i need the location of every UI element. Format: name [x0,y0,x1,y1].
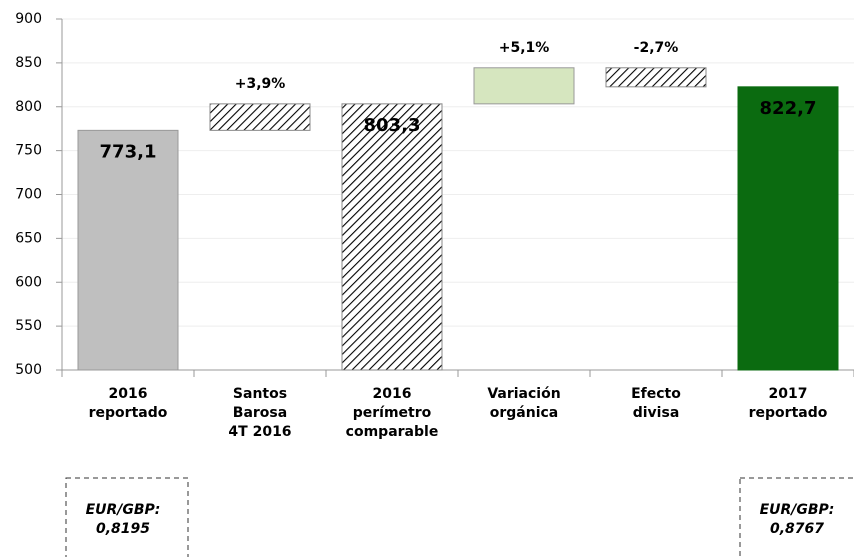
y-tick-label: 750 [15,143,42,159]
note-text: EUR/GBP: [86,502,161,518]
value-label: 803,3 [364,115,421,136]
y-tick-label: 650 [15,230,42,246]
y-tick-label: 850 [15,55,42,71]
x-tick-label: Efecto [631,386,681,402]
x-tick-label: Barosa [233,405,287,421]
value-label: 822,7 [760,98,817,119]
y-tick-label: 800 [15,99,42,115]
note-text: 0,8195 [96,521,150,537]
y-tick-label: 700 [15,187,42,203]
bar [341,103,443,371]
x-tick-label: Santos [233,386,287,402]
bar [473,67,575,105]
x-tick-label: orgánica [490,405,559,421]
x-tick-label: 2016 [373,386,412,402]
x-tick-label: 2017 [769,386,808,402]
y-tick-label: 600 [15,274,42,290]
x-tick-label: divisa [633,405,680,421]
y-tick-label: 550 [15,318,42,334]
y-tick-label: 900 [15,11,42,27]
note-text: EUR/GBP: [760,502,835,518]
change-label: -2,7% [634,40,679,56]
value-label: 773,1 [100,141,157,162]
note-text: 0,8767 [770,521,824,537]
bar [605,67,707,88]
bar [209,103,311,131]
y-tick-label: 500 [15,362,42,378]
x-tick-label: 4T 2016 [228,424,291,440]
x-tick-label: perímetro [353,405,432,421]
change-label: +3,9% [235,76,286,92]
bar [77,129,179,371]
x-tick-label: Variación [487,386,560,402]
x-tick-label: reportado [749,405,828,421]
x-tick-label: 2016 [109,386,148,402]
bar [737,86,839,371]
x-tick-label: reportado [89,405,168,421]
change-label: +5,1% [499,40,550,56]
note-box [65,477,189,557]
x-tick-label: comparable [346,424,439,440]
